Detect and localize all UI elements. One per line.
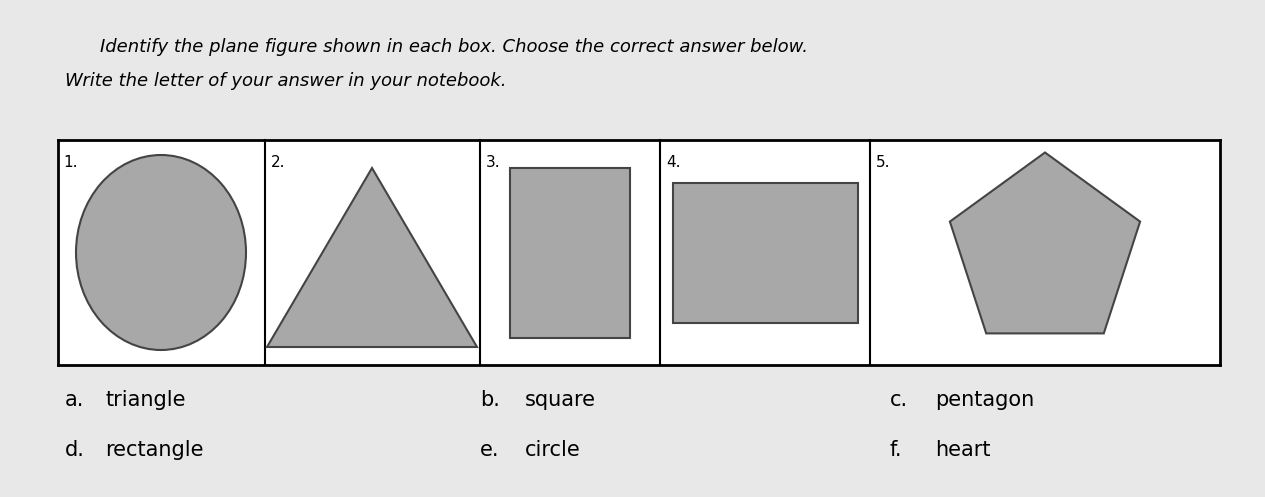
Text: f.: f. xyxy=(891,440,902,460)
Text: 1.: 1. xyxy=(63,155,77,170)
Text: e.: e. xyxy=(479,440,500,460)
Polygon shape xyxy=(267,168,477,347)
Text: b.: b. xyxy=(479,390,500,410)
Bar xyxy=(673,182,858,323)
Bar xyxy=(510,167,630,337)
Text: a.: a. xyxy=(65,390,85,410)
Text: triangle: triangle xyxy=(105,390,186,410)
Text: c.: c. xyxy=(891,390,908,410)
Text: Write the letter of your answer in your notebook.: Write the letter of your answer in your … xyxy=(65,72,506,90)
Text: pentagon: pentagon xyxy=(935,390,1035,410)
Text: circle: circle xyxy=(525,440,581,460)
Text: 3.: 3. xyxy=(486,155,501,170)
Text: 5.: 5. xyxy=(875,155,891,170)
Bar xyxy=(58,140,1219,365)
Ellipse shape xyxy=(76,155,245,350)
Text: heart: heart xyxy=(935,440,990,460)
Text: rectangle: rectangle xyxy=(105,440,204,460)
Text: 4.: 4. xyxy=(665,155,681,170)
Text: square: square xyxy=(525,390,596,410)
Polygon shape xyxy=(950,153,1140,333)
Text: Identify the plane figure shown in each box. Choose the correct answer below.: Identify the plane figure shown in each … xyxy=(100,38,808,56)
Text: 2.: 2. xyxy=(271,155,286,170)
Text: d.: d. xyxy=(65,440,85,460)
